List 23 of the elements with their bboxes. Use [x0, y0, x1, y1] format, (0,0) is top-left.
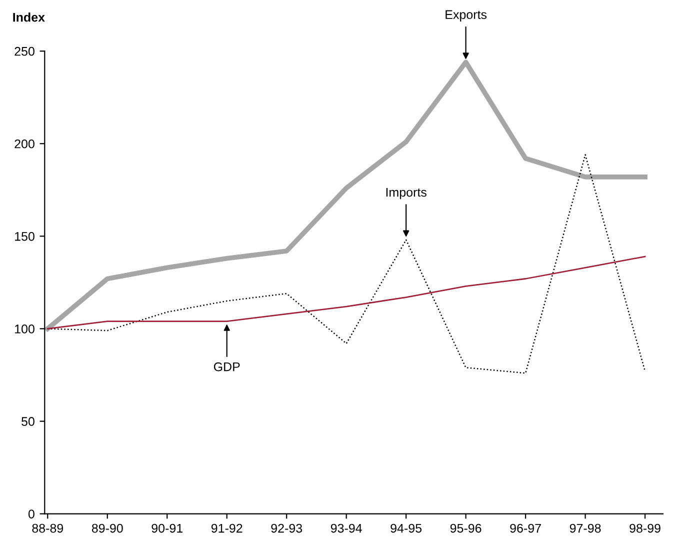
line-series	[46, 256, 646, 330]
y-axis-title: Index	[13, 12, 45, 22]
y-tick-label: 100	[15, 324, 34, 334]
x-tick-label: 93-94	[330, 524, 362, 533]
y-tick-label: 150	[15, 232, 34, 241]
x-tick-label: 89-90	[92, 524, 123, 533]
x-tick-label: 91-92	[211, 524, 242, 533]
x-tick-label: 94-95	[390, 524, 422, 533]
x-tick-label: 95-96	[450, 524, 482, 533]
x-tick-label: 97-98	[570, 524, 601, 533]
annotation: Imports	[386, 188, 426, 200]
y-tick-label: 250	[14, 46, 34, 56]
x-tick-label: 98-99	[630, 524, 660, 533]
x-tick-label: 88-89	[32, 524, 64, 533]
x-tick-label: 90-91	[152, 524, 182, 533]
annotation: GDP	[214, 362, 240, 372]
x-tick-label: 96-97	[510, 524, 541, 533]
y-tick-label: 200	[14, 139, 34, 148]
y-tick-label: 0	[28, 510, 34, 518]
x-tick-label: 92-93	[271, 524, 302, 533]
annotation: Exports	[446, 10, 487, 22]
line-series	[45, 60, 648, 332]
y-tick-label: 50	[22, 417, 34, 426]
